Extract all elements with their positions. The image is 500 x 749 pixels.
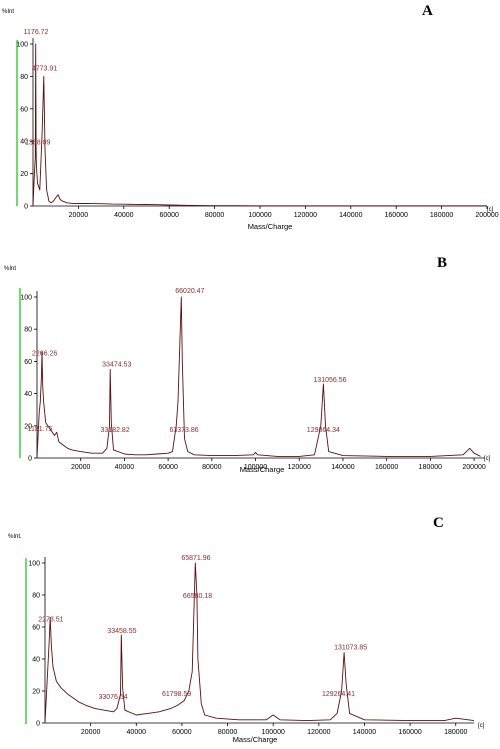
panel-label-c: C [433,515,444,531]
y-axis-title-a: %Int [2,9,14,15]
peak-label-b: 66020.47 [175,288,204,295]
x-tick-label-c: 160000 [398,729,421,736]
x-tick-label-b: 100000 [244,464,267,471]
x-axis-unit-a: [c] [487,207,494,213]
x-tick-label-a: 200000 [475,212,498,219]
y-tick-label-a: 80 [20,74,28,81]
x-tick-label-a: 140000 [339,212,362,219]
y-tick-label-c: 0 [36,721,40,728]
y-tick-label-c: 100 [28,561,40,568]
y-tick-label-b: 60 [24,359,32,366]
peak-label-a: 1176.72 [24,29,49,36]
y-tick-label-c: 40 [32,657,40,664]
x-tick-label-b: 40000 [115,464,135,471]
peak-label-b: 2266.26 [32,351,57,358]
y-tick-label-a: 40 [20,139,28,146]
peak-label-b: 33474.53 [102,361,131,368]
x-tick-label-b: 60000 [158,464,178,471]
x-tick-label-a: 180000 [430,212,453,219]
x-tick-label-a: 60000 [159,212,179,219]
peak-label-c: 33458.55 [107,628,136,635]
peak-label-c: 65871.96 [181,555,210,562]
x-axis-unit-b: [c] [484,456,491,462]
x-tick-label-b: 20000 [71,464,91,471]
x-tick-label-a: 80000 [205,212,225,219]
peak-label-b: 63373.86 [169,427,198,434]
y-tick-label-a: 60 [20,106,28,113]
peak-label-b: 129864.34 [307,427,340,434]
x-tick-label-c: 100000 [262,729,285,736]
x-tick-label-b: 200000 [462,464,485,471]
spectrum-panel-c: C %Int. Mass/Charge [c] 0 20 40 60 80 100 2000… [8,515,485,744]
x-tick-label-c: 140000 [353,729,376,736]
peak-label-b: 1181.75 [28,426,53,433]
spectrum-trace-a [32,43,487,207]
y-tick-label-c: 60 [32,625,40,632]
x-tick-label-b: 180000 [419,464,442,471]
peak-label-c: 2273.51 [38,616,63,623]
y-axis-title-b: %Int [4,266,16,272]
x-tick-label-b: 80000 [202,464,222,471]
spectrum-panel-a: A %Int Mass/Charge [c] 0 20 40 60 80 100 20000… [2,3,499,231]
y-tick-label-c: 20 [32,689,40,696]
peak-label-c: 33076.54 [98,694,127,701]
spectrum-trace-c [44,562,475,724]
x-tick-label-a: 40000 [114,212,134,219]
y-tick-label-b: 80 [24,327,32,334]
peak-label-c: 129264.41 [322,691,355,698]
x-tick-label-b: 160000 [375,464,398,471]
y-tick-label-b: 0 [28,456,32,463]
y-tick-label-a: 0 [24,204,28,211]
panel-label-b: B [437,255,447,271]
peak-label-b: 131056.56 [313,377,346,384]
peak-label-c: 131073.85 [334,645,367,652]
peak-label-c: 66580.18 [183,593,212,600]
x-tick-label-c: 60000 [172,729,192,736]
y-tick-label-b: 20 [24,423,32,430]
y-tick-label-c: 80 [32,593,40,600]
x-tick-label-a: 20000 [69,212,89,219]
x-axis-title-a: Mass/Charge [248,222,293,231]
x-tick-label-a: 160000 [385,212,408,219]
x-tick-label-a: 120000 [294,212,317,219]
x-tick-label-b: 140000 [331,464,354,471]
spectrum-trace-b [36,296,481,459]
y-tick-label-a: 20 [20,171,28,178]
panel-label-a: A [422,3,433,19]
x-tick-label-c: 20000 [81,729,101,736]
x-tick-label-b: 120000 [288,464,311,471]
x-tick-label-c: 80000 [218,729,238,736]
x-tick-label-c: 180000 [444,729,467,736]
spectrum-panel-b: B %Int Mass/Charge [c] 0 20 40 60 80 100 20000… [4,255,491,474]
peak-label-a: 4773.91 [32,65,57,72]
x-tick-label-c: 40000 [127,729,147,736]
y-tick-label-b: 40 [24,391,32,398]
y-axis-title-c: %Int. [8,534,22,540]
peak-label-c: 61798.59 [162,691,191,698]
y-tick-label-b: 100 [20,295,32,302]
x-axis-unit-c: [c] [478,723,485,729]
peak-label-a: 1368.09 [25,140,50,147]
y-tick-label-a: 100 [16,42,28,49]
x-tick-label-c: 120000 [307,729,330,736]
peak-label-b: 33182.82 [101,427,130,434]
x-tick-label-a: 100000 [248,212,271,219]
x-axis-title-c: Mass/Charge [233,735,278,744]
x-axis-title-b: Mass/Charge [240,465,285,474]
